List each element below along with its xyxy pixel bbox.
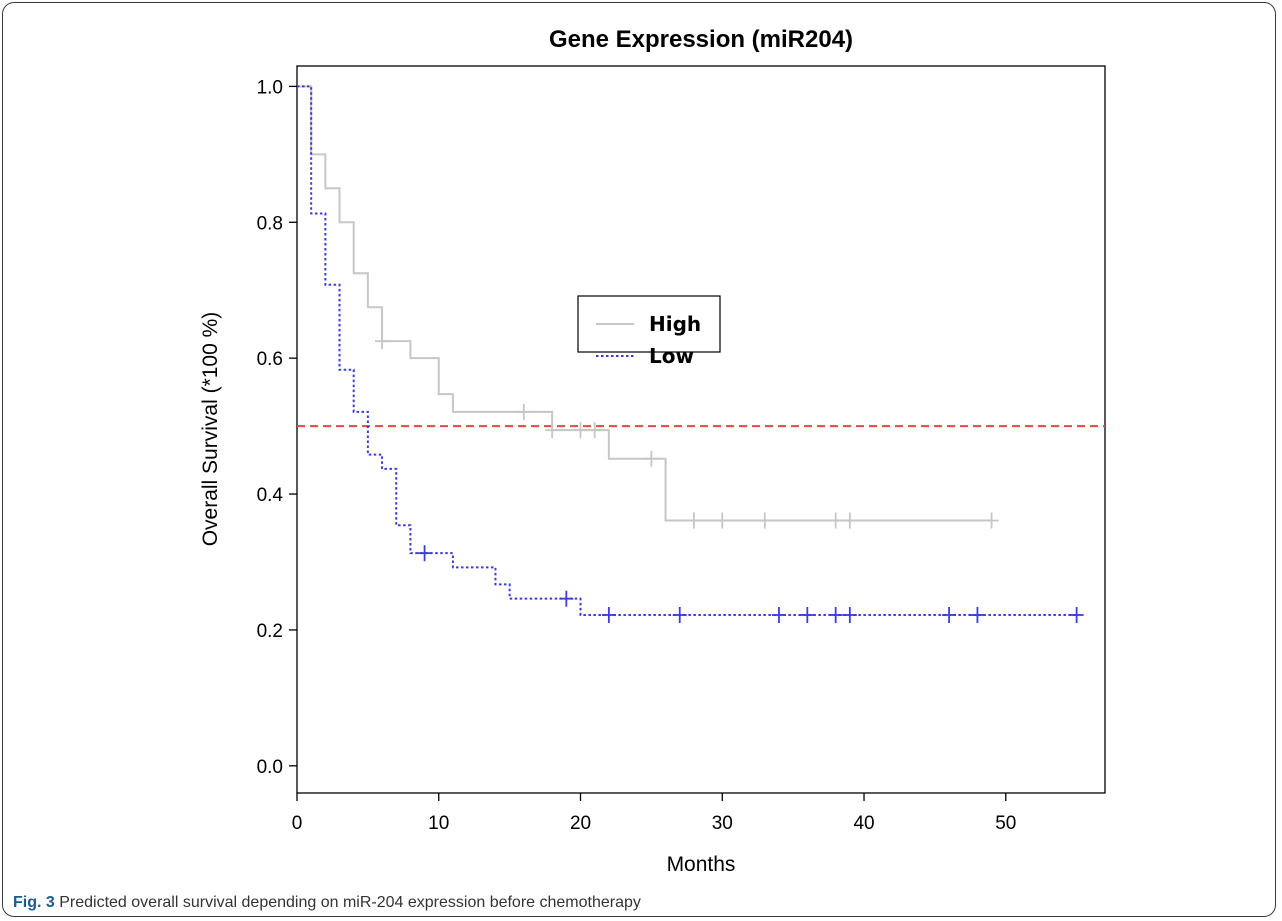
legend-label-low: Low [649,344,694,368]
censor-mark-high [573,422,588,439]
censor-mark-low [970,606,985,623]
censor-mark-low [417,545,432,562]
legend-label-high: High [649,312,701,336]
x-tick-label: 10 [428,813,449,834]
censor-mark-high [686,512,701,529]
censor-mark-low [842,606,857,623]
censor-mark-high [984,512,999,529]
censor-mark-low [1069,606,1084,623]
figure-label: Fig. 3 [13,894,55,911]
censor-mark-low [601,606,616,623]
x-tick-label: 20 [570,813,591,834]
y-tick-label: 1.0 [257,77,283,98]
censor-mark-low [828,606,843,623]
censor-mark-high [828,512,843,529]
y-tick-label: 0.2 [257,621,283,642]
censor-mark-low [942,606,957,623]
x-tick-label: 40 [853,813,874,834]
x-axis-title: Months [667,853,736,876]
chart-title: Gene Expression (miR204) [549,26,853,53]
censor-mark-low [800,606,815,623]
x-tick-label: 50 [995,813,1016,834]
censor-mark-high [757,512,772,529]
caption-text: Predicted overall survival depending on … [59,894,641,911]
y-tick-label: 0.4 [257,485,284,506]
censor-mark-high [375,333,390,350]
legend: High Low [577,295,721,368]
y-tick-label: 0.8 [257,213,283,234]
plot-area [296,65,1106,794]
y-tick-label: 0.6 [257,349,283,370]
censor-mark-high [587,422,602,439]
y-axis-title: Overall Survival (*100 %) [199,312,222,547]
censor-mark-high [545,422,560,439]
x-tick-label: 30 [712,813,733,834]
y-tick-label: 0.0 [257,757,283,778]
figure-caption: Fig. 3 Predicted overall survival depend… [13,894,641,912]
x-tick-label: 0 [292,813,303,834]
censor-mark-low [559,590,574,607]
censor-mark-low [672,606,687,623]
censor-mark-high [715,512,730,529]
censor-mark-high [842,512,857,529]
censor-mark-high [644,450,659,467]
censor-mark-high [516,403,531,420]
censor-mark-low [771,606,786,623]
